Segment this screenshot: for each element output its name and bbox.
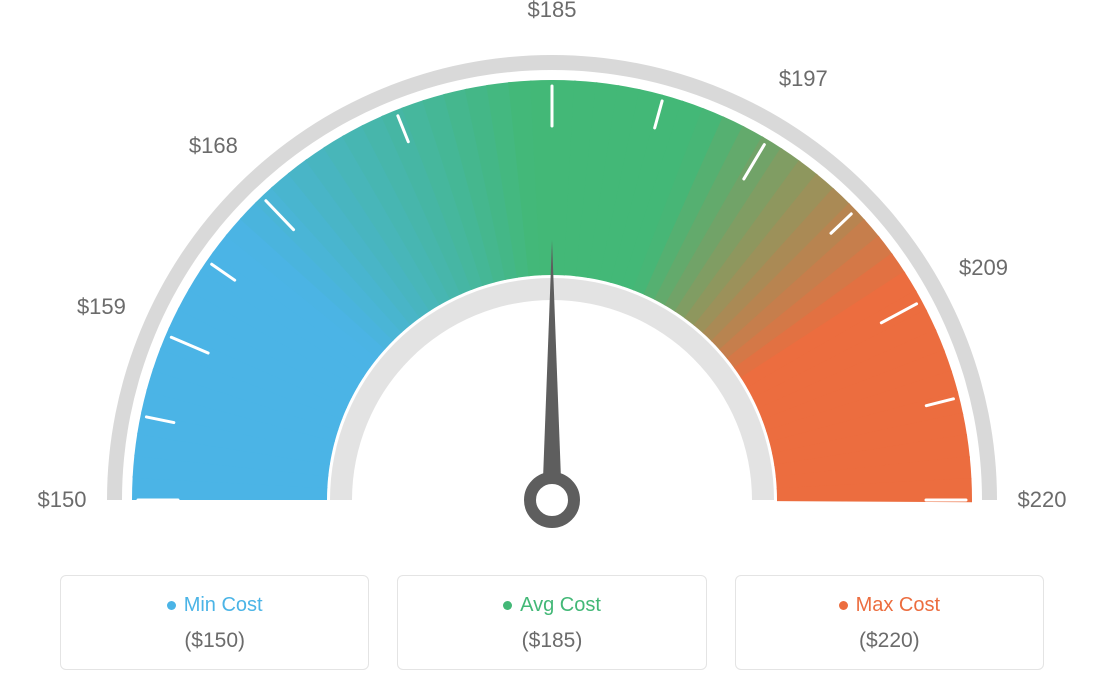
legend-value: ($220) xyxy=(746,629,1033,653)
legend-label: Max Cost xyxy=(856,594,940,617)
gauge-tick-label: $197 xyxy=(779,66,828,92)
legend-row: Min Cost ($150) Avg Cost ($185) Max Cost… xyxy=(0,575,1104,670)
dot-icon xyxy=(503,601,512,610)
gauge-tick-label: $185 xyxy=(528,0,577,23)
legend-label: Min Cost xyxy=(184,594,263,617)
legend-card-max: Max Cost ($220) xyxy=(735,575,1044,670)
dot-icon xyxy=(167,601,176,610)
legend-title-max: Max Cost xyxy=(839,594,940,617)
legend-value: ($150) xyxy=(71,629,358,653)
gauge-tick-label: $159 xyxy=(77,294,126,320)
gauge-tick-label: $168 xyxy=(189,133,238,159)
legend-title-avg: Avg Cost xyxy=(503,594,601,617)
legend-card-avg: Avg Cost ($185) xyxy=(397,575,706,670)
gauge-tick-label: $150 xyxy=(38,487,87,513)
dot-icon xyxy=(839,601,848,610)
legend-label: Avg Cost xyxy=(520,594,601,617)
gauge-chart: $150 $159 $168 $185 $197 $209 $220 xyxy=(0,0,1104,560)
gauge-tick-label: $220 xyxy=(1018,487,1067,513)
gauge-tick-label: $209 xyxy=(959,255,1008,281)
legend-title-min: Min Cost xyxy=(167,594,263,617)
legend-value: ($185) xyxy=(408,629,695,653)
gauge-svg xyxy=(0,0,1104,560)
legend-card-min: Min Cost ($150) xyxy=(60,575,369,670)
